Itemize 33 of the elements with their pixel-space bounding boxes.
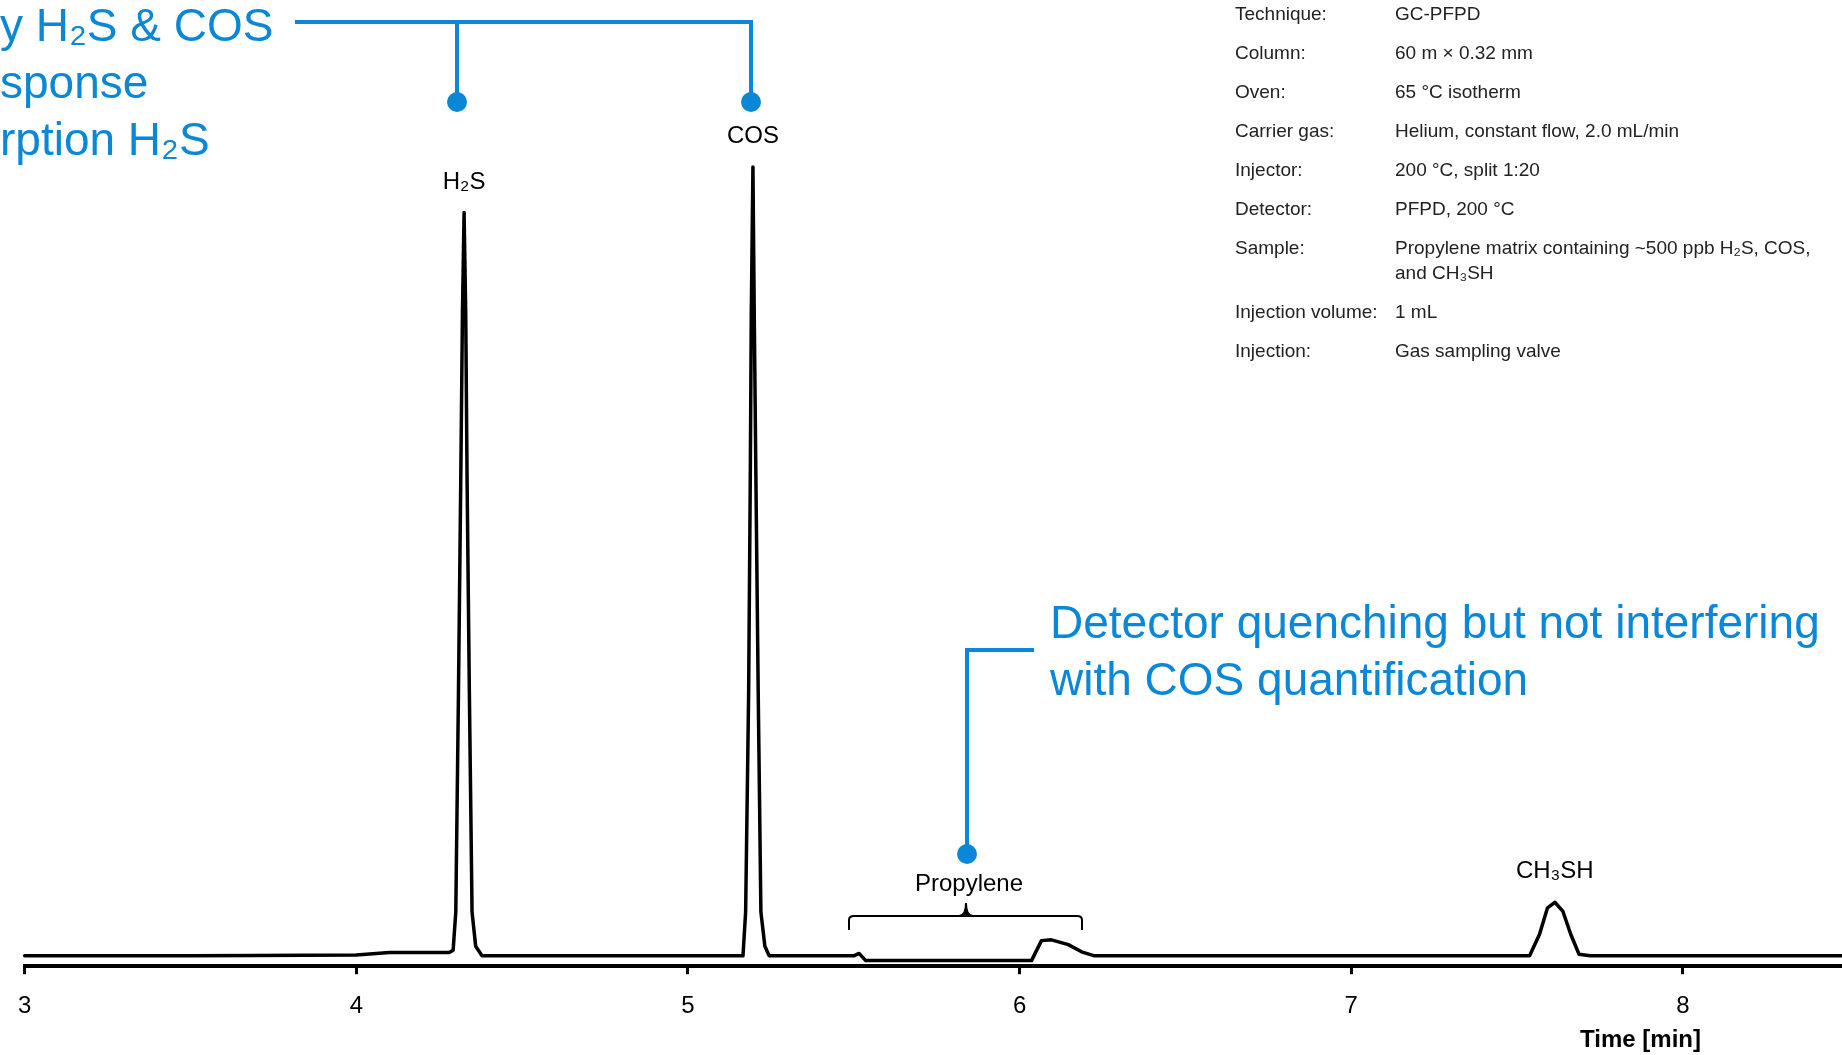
text: Column:	[1235, 41, 1306, 65]
annotation: Gas sampling valve	[1395, 339, 1561, 363]
x-tick-label: 7	[1344, 991, 1358, 1019]
x-tick-label: 5	[681, 991, 695, 1019]
text: y H₂S & COS	[0, 0, 274, 51]
annotation: H₂S	[442, 166, 486, 194]
x-tick-label: 6	[1012, 991, 1027, 1019]
annotation: CH₃SH	[1515, 856, 1594, 884]
text: Oven:	[1235, 80, 1286, 104]
text: Carrier gas:	[1235, 119, 1335, 143]
annotation: 1 mL	[1395, 300, 1438, 324]
annotation: Detector:	[1235, 197, 1313, 221]
annotation: Injection volume:	[1235, 300, 1378, 324]
annotation: PFPD, 200 °C	[1395, 197, 1515, 221]
annotation: Sample:	[1235, 236, 1305, 260]
text: 60 m × 0.32 mm	[1395, 41, 1533, 65]
x-tick-label: 8	[1676, 991, 1690, 1019]
annotation: Injector:	[1235, 158, 1303, 182]
text: Technique:	[1235, 2, 1327, 26]
text: Helium, constant flow, 2.0 mL/min	[1395, 119, 1680, 143]
text: sponse	[0, 56, 149, 108]
x-axis-title: Time [min]	[1580, 1024, 1701, 1052]
annotation: Propylene	[914, 869, 1024, 897]
x-tick-label: 4	[349, 991, 363, 1019]
annotation: Detector quenching but not interfering with COS quantification	[1050, 595, 1821, 707]
annotation: COS	[726, 121, 779, 148]
annotation: Propylene matrix containing ~500 ppb H₂S, COS, and CH₃SH	[1395, 236, 1812, 285]
text: 65 °C isotherm	[1395, 80, 1521, 104]
text: rption H₂S	[0, 113, 210, 165]
annotation: 200 °C, split 1:20	[1395, 158, 1540, 182]
text: GC-PFPD	[1395, 2, 1481, 26]
annotation: Injection:	[1235, 339, 1312, 363]
x-tick-label: 3	[17, 991, 32, 1019]
